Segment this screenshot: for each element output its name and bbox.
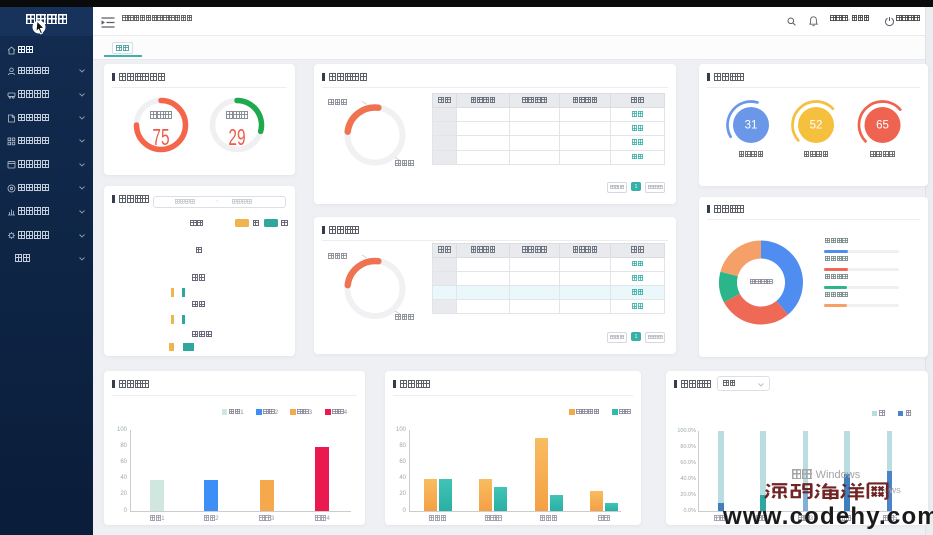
svg-text:65: 65	[876, 120, 889, 132]
svg-text:31: 31	[745, 120, 758, 132]
svg-text:52: 52	[810, 120, 823, 132]
